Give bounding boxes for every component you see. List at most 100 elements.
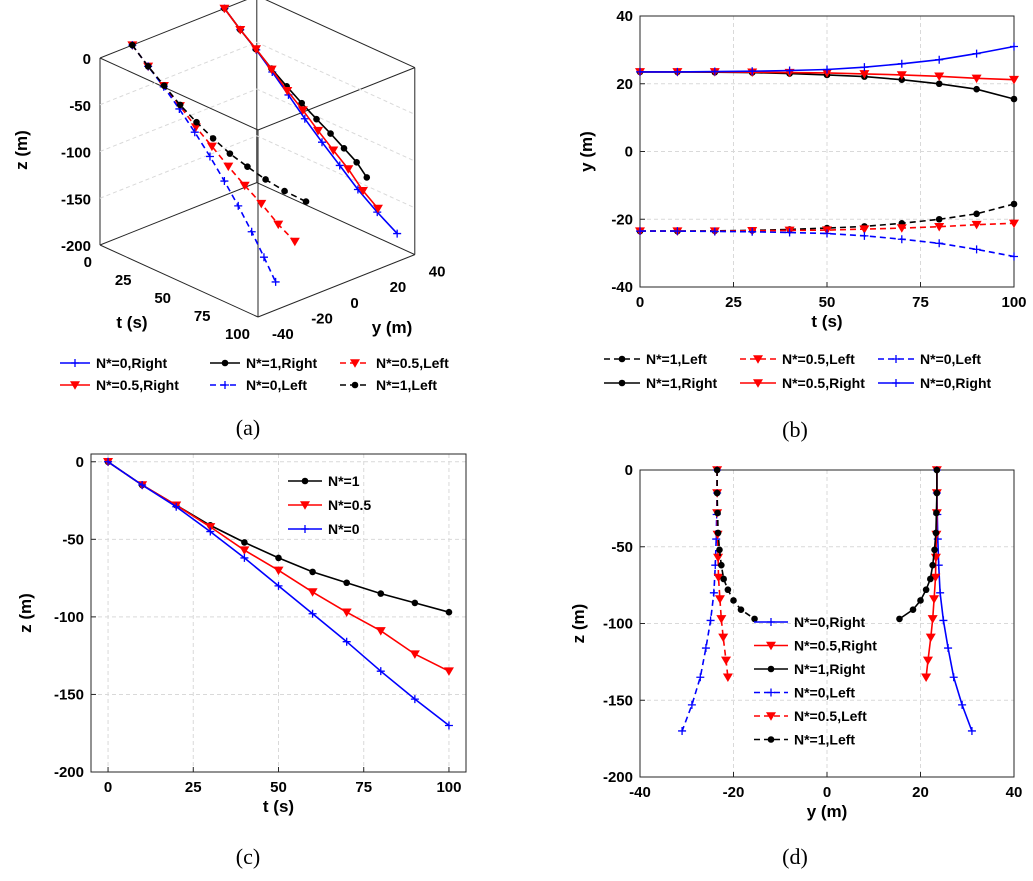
grid-line-z (99, 135, 416, 209)
legend-label: N*=1 (328, 473, 360, 489)
data-point-N*=0-9 (410, 695, 419, 704)
data-point-N*=0,Right-10 (967, 726, 976, 735)
data-point-N*=0,Right-10 (393, 229, 402, 238)
data-point-N*=0-1 (138, 481, 147, 490)
y-tick-label: 0 (625, 144, 633, 161)
grid-line-z (99, 88, 416, 162)
data-point-N*=1-6 (309, 568, 316, 576)
data-point-N*=1,Left-1 (713, 489, 721, 497)
legend-marker (301, 525, 309, 533)
data-point-N*=0.5,Left-8 (934, 222, 945, 232)
legend-label: N*=1,Right (646, 375, 718, 391)
legend-label: N*=0,Right (920, 375, 992, 391)
legend-label: N*=1,Left (794, 732, 855, 748)
data-point-N*=0.5,Left-7 (896, 224, 907, 233)
data-point-N*=0,Right-5 (936, 588, 945, 597)
data-point-N*=0-4 (240, 553, 249, 562)
legend-item-N*=1,Right: N*=1,Right (754, 661, 866, 677)
y-tick-label: 0 (76, 454, 84, 471)
box-edge (256, 182, 416, 256)
data-point-N*=0-2 (172, 502, 181, 511)
legend-item-N*=0.5,Right: N*=0.5,Right (754, 638, 877, 654)
series-line-N*=0,Left (131, 44, 277, 283)
data-point-N*=0,Left-6 (220, 177, 229, 186)
legend-marker (766, 641, 776, 651)
data-point-N*=0,Right-7 (335, 161, 344, 170)
series-N*=1,Right (896, 466, 941, 623)
legend-label: N*=0.5,Right (782, 375, 865, 391)
legend: N*=0,Right N*=1,Right N*=0.5,Left N*=0.5,Ri… (60, 355, 449, 393)
series-N*=0,Right (932, 466, 976, 735)
y-tick-label: 20 (390, 279, 407, 296)
x-tick-label: 0 (823, 784, 831, 801)
plot-area (635, 42, 1019, 261)
data-point-N*=0-6 (308, 609, 317, 618)
y-tick-label: 40 (616, 8, 633, 25)
series-N*=0,Left (678, 466, 722, 735)
data-point-N*=0,Left-4 (190, 128, 199, 137)
data-point-N*=0.5,Left-9 (721, 656, 732, 666)
data-point-N*=0.5-5 (273, 566, 284, 576)
data-point-N*=0,Right-4 (785, 66, 794, 75)
z-axis-label: z (m) (12, 130, 31, 170)
data-point-N*=1,Right-0 (933, 466, 941, 474)
legend-marker (221, 381, 229, 389)
series-N*=1,Left (129, 41, 310, 205)
data-point-N*=0.5-10 (443, 667, 454, 676)
data-point-N*=0.5,Left-7 (239, 181, 250, 191)
y-tick-label: -20 (611, 211, 633, 228)
data-point-N*=1,Right-5 (298, 99, 305, 107)
t-tick-label: 25 (115, 272, 132, 289)
x-tick-label: 25 (725, 294, 742, 311)
data-point-N*=1,Left-6 (720, 575, 727, 583)
plot-area (127, 4, 402, 286)
data-point-N*=0,Left-7 (701, 644, 710, 653)
legend-item-N*=0.5,Left: N*=0.5,Left (754, 708, 867, 724)
data-point-N*=0.5,Right-9 (922, 656, 933, 666)
data-point-N*=0,Right-8 (935, 55, 944, 64)
data-point-N*=0.5,Left-8 (718, 633, 729, 643)
series-line-N*=0,Left (640, 230, 1015, 258)
legend-marker (71, 359, 79, 367)
x-tick-label: 0 (104, 779, 112, 796)
data-point-N*=0.5,Right-6 (859, 70, 870, 79)
data-point-N*=1,Left-3 (714, 529, 722, 537)
legend-item-N*=1,Left: N*=1,Left (340, 377, 437, 393)
panel-label: (b) (782, 417, 808, 442)
data-point-N*=0,Right-0 (636, 67, 644, 76)
data-point-N*=1,Right-8 (917, 597, 924, 604)
grid-line-z (99, 41, 416, 115)
legend-item-N*=0,Right: N*=0,Right (754, 614, 866, 630)
series-line-N*=1,Left (131, 44, 307, 203)
data-point-N*=1,Left-10 (1010, 200, 1018, 208)
data-point-N*=0,Left-8 (696, 673, 705, 682)
data-point-N*=1-7 (343, 579, 350, 587)
data-point-N*=1,Left-6 (226, 150, 234, 157)
data-point-N*=0.5,Left-9 (971, 220, 982, 230)
data-point-N*=1,Left-9 (973, 210, 980, 218)
data-point-N*=0.5,Right-7 (927, 615, 938, 624)
data-point-N*=0,Left-8 (935, 239, 944, 248)
data-point-N*=0-7 (342, 637, 351, 646)
series-N*=1,Left (713, 466, 758, 623)
legend-label: N*=0 (328, 521, 360, 537)
data-point-N*=0.5,Right-6 (929, 595, 940, 604)
data-point-N*=1,Right-2 (933, 509, 940, 517)
x-tick-label: -20 (723, 784, 745, 801)
x-tick-label: 100 (1001, 294, 1026, 311)
data-point-N*=0.5,Right-10 (921, 673, 932, 682)
y-tick-label: 20 (616, 76, 633, 93)
data-point-N*=0.5,Left-6 (223, 162, 234, 172)
panel-label: (d) (782, 844, 808, 869)
plot-area (678, 466, 976, 735)
data-point-N*=0,Left-7 (234, 201, 243, 210)
data-point-N*=0,Right-2 (710, 67, 719, 76)
legend-item-N*=1,Left: N*=1,Left (754, 732, 855, 748)
x-tick-label: 25 (185, 779, 202, 796)
data-point-N*=0,Left-8 (247, 227, 256, 236)
data-point-N*=1,Left-7 (244, 163, 251, 170)
data-point-N*=0,Left-9 (259, 253, 268, 262)
data-point-N*=1,Left-9 (737, 606, 745, 613)
data-point-N*=1,Right-1 (933, 489, 941, 497)
box-edge (99, 57, 259, 131)
